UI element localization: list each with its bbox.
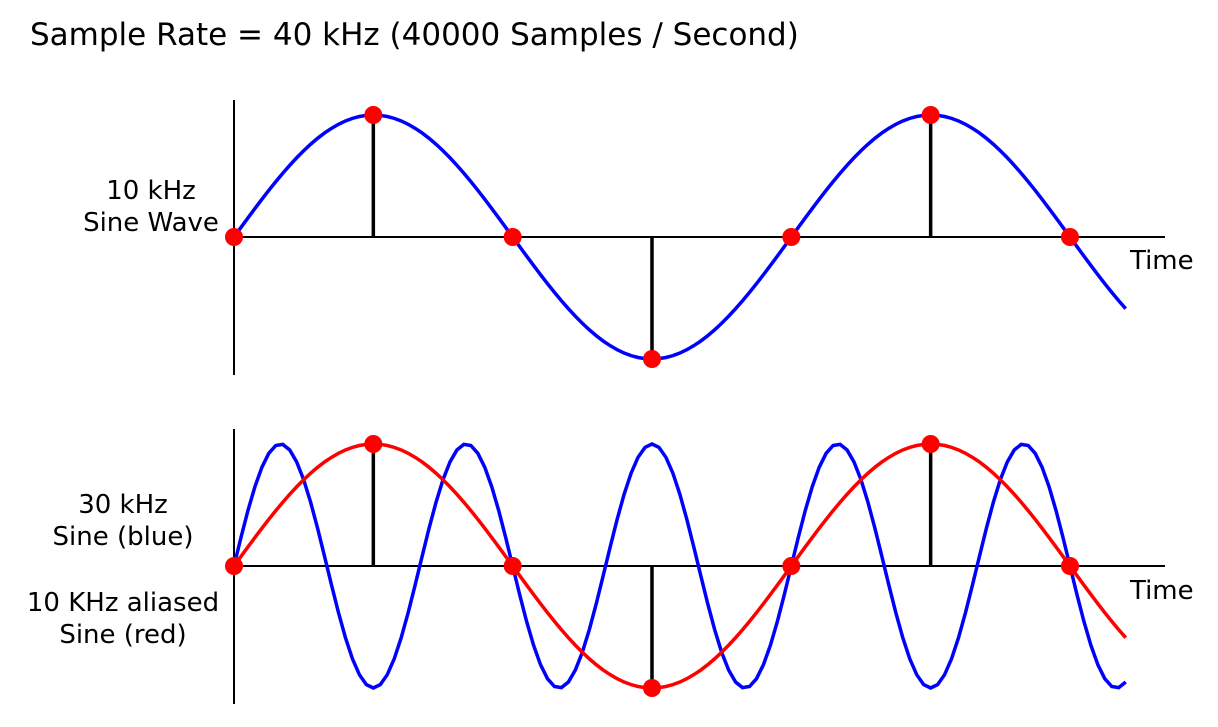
sample-point: [921, 106, 940, 124]
ylabel-line-4: Sine (red): [59, 620, 186, 650]
ylabel-line-1: 10 kHz: [106, 176, 196, 206]
series-line-1: [232, 113, 1128, 361]
sample-point: [921, 435, 940, 453]
sample-point: [225, 557, 243, 575]
sample-point: [1060, 228, 1079, 246]
series-line-1: [232, 442, 1127, 690]
sample-point: [642, 350, 661, 368]
sample-point: [503, 228, 522, 246]
sample-point: [782, 557, 801, 575]
series-line-2: [232, 442, 1128, 690]
ylabel-line-3: 10 KHz aliased: [27, 588, 219, 618]
xlabel-time: Time: [1129, 246, 1194, 276]
sample-point: [782, 228, 801, 246]
ylabel-line-2: Sine (blue): [53, 522, 194, 552]
sample-point: [364, 435, 383, 453]
panel-30khz-aliasing: 30 kHz Sine (blue) 10 KHz aliased Sine (…: [27, 429, 1194, 704]
chart-title: Sample Rate = 40 kHz (40000 Samples / Se…: [30, 17, 799, 53]
xlabel-time: Time: [1129, 576, 1194, 606]
sample-point: [225, 228, 243, 246]
sample-point: [1060, 557, 1079, 575]
sample-point: [503, 557, 522, 575]
sample-point: [642, 679, 661, 697]
ylabel-line-1: 30 kHz: [78, 490, 168, 520]
sample-point: [364, 106, 383, 124]
panel-10khz: 10 kHz Sine Wave Time: [83, 100, 1194, 375]
ylabel-line-2: Sine Wave: [83, 208, 219, 238]
